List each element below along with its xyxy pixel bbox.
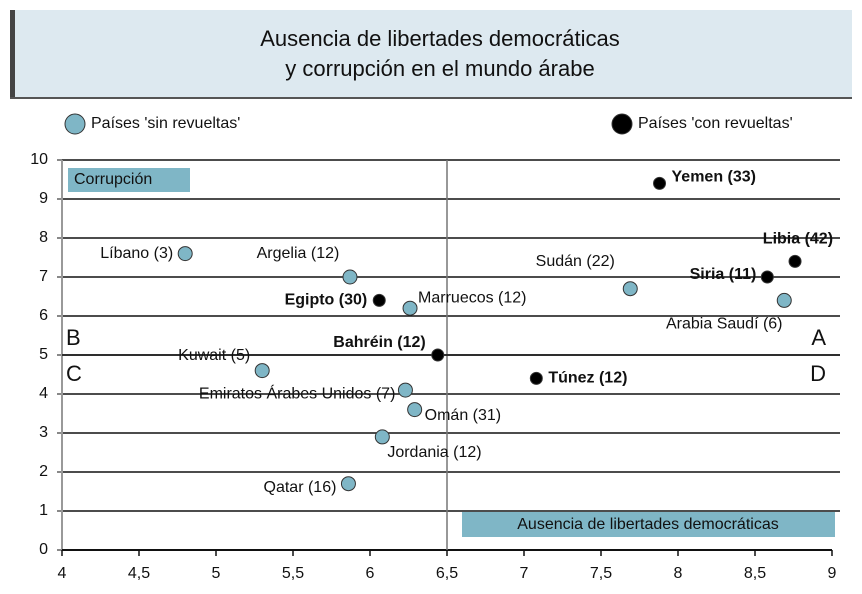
quadrant-label-bg bbox=[64, 327, 86, 351]
y-tick-label: 3 bbox=[39, 424, 48, 441]
x-tick-label: 8,5 bbox=[744, 565, 766, 582]
y-tick-label: 0 bbox=[39, 541, 48, 558]
point-label: Egipto (30) bbox=[285, 292, 368, 309]
quadrant-label-bg bbox=[806, 327, 828, 351]
point bbox=[653, 176, 667, 190]
x-tick-label: 8 bbox=[674, 565, 683, 582]
point bbox=[529, 371, 543, 385]
x-tick-label: 7 bbox=[520, 565, 529, 582]
y-tick-label: 1 bbox=[39, 502, 48, 519]
quadrant-label: B bbox=[66, 325, 81, 350]
y-tick-label: 9 bbox=[39, 190, 48, 207]
quadrant-label: D bbox=[810, 361, 826, 386]
y-tick-label: 7 bbox=[39, 268, 48, 285]
point bbox=[374, 429, 390, 445]
header-accent bbox=[10, 10, 15, 98]
quadrant-label: A bbox=[811, 325, 826, 350]
x-tick-label: 5,5 bbox=[282, 565, 304, 582]
point bbox=[177, 246, 193, 262]
x-tick-label: 5 bbox=[212, 565, 221, 582]
point-label: Bahréin (12) bbox=[333, 334, 425, 351]
legend-label: Países 'sin revueltas' bbox=[91, 115, 240, 132]
point-label: Arabia Saudí (6) bbox=[666, 316, 783, 333]
chart-title: y corrupción en el mundo árabe bbox=[285, 56, 594, 81]
point-label: Jordania (12) bbox=[387, 444, 481, 461]
y-tick-label: 2 bbox=[39, 463, 48, 480]
legend-label: Países 'con revueltas' bbox=[638, 115, 793, 132]
chart-title: Ausencia de libertades democráticas bbox=[260, 26, 620, 51]
point-label: Argelia (12) bbox=[257, 245, 340, 262]
x-tick-label: 6 bbox=[366, 565, 375, 582]
point-label: Túnez (12) bbox=[548, 370, 627, 387]
point-label: Libia (42) bbox=[763, 231, 833, 248]
y-label-box bbox=[68, 168, 190, 192]
legend-marker bbox=[611, 113, 633, 135]
x-tick-label: 4,5 bbox=[128, 565, 150, 582]
x-label-box bbox=[462, 512, 835, 537]
y-tick-label: 6 bbox=[39, 307, 48, 324]
header-box bbox=[10, 10, 852, 98]
legend-marker bbox=[64, 113, 86, 135]
point-label: Líbano (3) bbox=[100, 245, 173, 262]
x-tick-label: 6,5 bbox=[436, 565, 458, 582]
point bbox=[402, 300, 418, 316]
point-label: Sudán (22) bbox=[536, 253, 615, 270]
quadrant-label: C bbox=[66, 361, 82, 386]
point-label: Kuwait (5) bbox=[178, 347, 250, 364]
quadrant-label-bg bbox=[806, 363, 828, 387]
x-tick-label: 9 bbox=[828, 565, 837, 582]
point-label: Omán (31) bbox=[425, 407, 501, 424]
point bbox=[788, 254, 802, 268]
point bbox=[776, 292, 792, 308]
point bbox=[340, 476, 356, 492]
point bbox=[622, 281, 638, 297]
y-tick-label: 8 bbox=[39, 229, 48, 246]
point bbox=[407, 402, 423, 418]
point bbox=[431, 348, 445, 362]
point-label: Qatar (16) bbox=[264, 479, 337, 496]
y-axis-label: Corrupción bbox=[74, 171, 152, 188]
x-tick-label: 4 bbox=[58, 565, 67, 582]
point bbox=[372, 293, 386, 307]
quadrant-label-bg bbox=[64, 363, 86, 387]
point-label: Emiratos Árabes Unidos (7) bbox=[199, 383, 396, 402]
point bbox=[342, 269, 358, 285]
point bbox=[760, 270, 774, 284]
y-tick-label: 4 bbox=[39, 385, 48, 402]
point bbox=[254, 363, 270, 379]
y-tick-label: 5 bbox=[39, 346, 48, 363]
y-tick-label: 10 bbox=[30, 151, 48, 168]
point-label: Siria (11) bbox=[690, 266, 757, 283]
x-tick-label: 7,5 bbox=[590, 565, 612, 582]
x-axis-label: Ausencia de libertades democráticas bbox=[517, 516, 778, 533]
point-label: Marruecos (12) bbox=[418, 289, 526, 306]
point bbox=[397, 382, 413, 398]
point-label: Yemen (33) bbox=[672, 169, 756, 186]
